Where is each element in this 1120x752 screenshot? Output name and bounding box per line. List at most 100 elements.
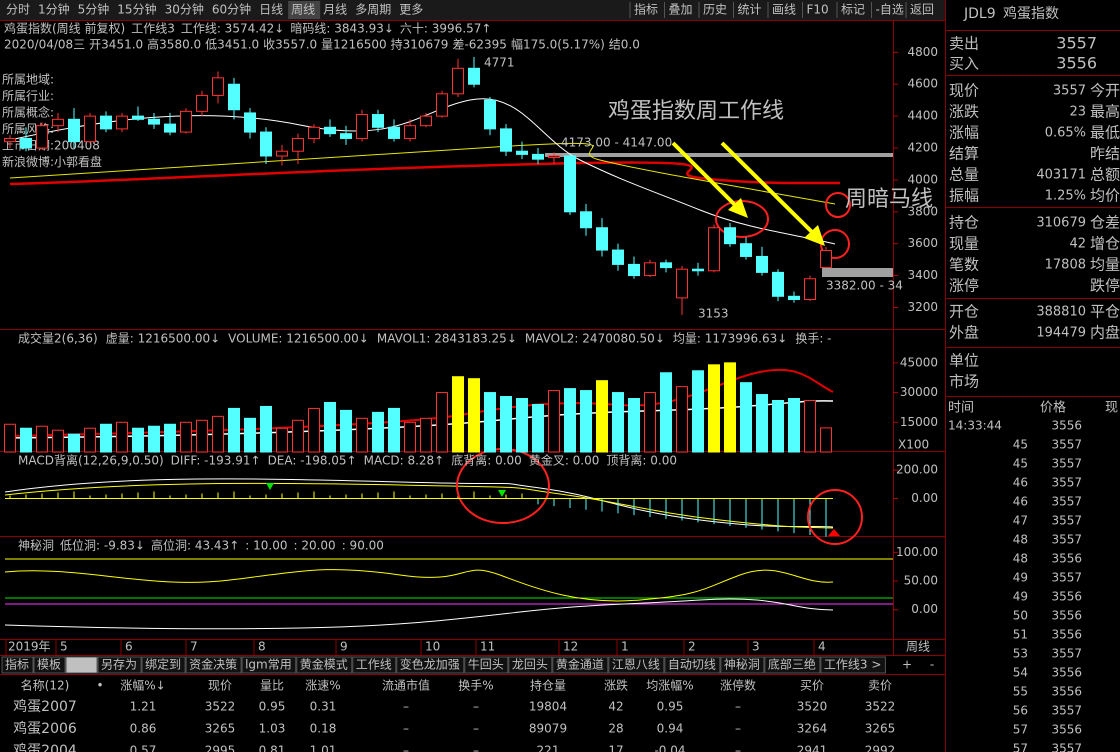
active-tab bbox=[288, 1, 321, 19]
volume-bar bbox=[84, 427, 96, 453]
quote-label: 涨停 bbox=[949, 277, 979, 295]
quote-value: 310679 bbox=[1036, 216, 1086, 231]
volume-bar bbox=[276, 427, 288, 453]
toolbar-tab[interactable]: 画线 bbox=[772, 3, 796, 17]
table-cell[interactable]: 鸡蛋2007 bbox=[13, 698, 77, 715]
bottom-tab[interactable]: 牛回头 bbox=[468, 657, 504, 672]
toolbar-tab[interactable]: F10 bbox=[807, 3, 829, 17]
candle-body bbox=[116, 115, 128, 130]
bottom-tab[interactable]: 工作线 bbox=[356, 658, 392, 672]
macd-header: MACD背离(12,26,9,0.50) bbox=[18, 453, 164, 468]
toolbar-tab[interactable]: 叠加 bbox=[669, 3, 693, 17]
tab-box bbox=[552, 656, 609, 674]
time-label: 6 bbox=[125, 640, 133, 654]
table-cell: 3264 bbox=[797, 722, 828, 736]
tab-button[interactable]: + bbox=[902, 658, 912, 672]
quote-label: 单位 bbox=[949, 352, 979, 370]
macd-header: DEA: -198.05↑ bbox=[268, 454, 357, 468]
volume-bar bbox=[820, 427, 832, 453]
toolbar-tab[interactable]: 15分钟 bbox=[117, 2, 156, 17]
toolbar-tab[interactable]: 1分钟 bbox=[38, 2, 70, 17]
volume-header: MAVOL2: 2470080.50↓ bbox=[525, 332, 665, 346]
bottom-tab[interactable]: 黄金模式 bbox=[300, 657, 348, 672]
time-label: 2019年 bbox=[8, 640, 51, 654]
toolbar-tab[interactable]: 月线 bbox=[323, 3, 347, 17]
table-cell[interactable]: 鸡蛋2006 bbox=[13, 720, 77, 737]
candle-body bbox=[532, 153, 544, 160]
volume-bar bbox=[516, 398, 528, 453]
bottom-tab[interactable]: 模板 bbox=[37, 658, 61, 672]
bottom-tab[interactable]: 黄金通道 bbox=[556, 657, 604, 672]
bottom-tab[interactable]: 指标 bbox=[5, 657, 29, 672]
bottom-tab[interactable]: 龙回头 bbox=[512, 658, 548, 672]
bottom-tab[interactable]: 绑定到 bbox=[145, 657, 181, 672]
tab-box bbox=[664, 656, 721, 674]
toolbar-tab[interactable]: 周线 bbox=[291, 3, 315, 17]
trade-time: 48 bbox=[1013, 552, 1028, 566]
volume-bar bbox=[52, 429, 64, 453]
toolbar-tab[interactable]: 分时 bbox=[6, 3, 30, 17]
bottom-tab[interactable]: 变色龙加强 bbox=[400, 657, 460, 672]
toolbar-tab[interactable]: 返回 bbox=[910, 3, 934, 17]
time-label: 12 bbox=[563, 640, 578, 654]
candle-body bbox=[644, 262, 656, 277]
candle-body bbox=[436, 93, 448, 117]
candle-body bbox=[308, 126, 320, 139]
table-cell: – bbox=[473, 722, 479, 736]
callout-arrows bbox=[671, 141, 825, 246]
table-cell: – bbox=[403, 700, 409, 714]
bottom-tab[interactable]: 江恩八线 bbox=[612, 658, 660, 672]
quote-label: 卖出 bbox=[949, 35, 979, 53]
high-label: 4771 bbox=[484, 56, 515, 70]
bottom-tab[interactable]: 神秘洞 bbox=[724, 658, 760, 672]
table-cell[interactable]: 鸡蛋2004 bbox=[13, 742, 77, 752]
toolbar-tab[interactable]: 5分钟 bbox=[78, 2, 110, 17]
trade-time: 48 bbox=[1013, 533, 1028, 547]
bottom-tab[interactable]: 自动切线 bbox=[668, 658, 716, 672]
candle-body bbox=[36, 125, 48, 149]
toolbar-tab[interactable]: 日线 bbox=[259, 3, 283, 17]
bottom-tab[interactable]: 底部三绝 bbox=[768, 657, 816, 672]
trade-price: 3557 bbox=[1051, 438, 1082, 452]
table-cell: 17 bbox=[608, 744, 623, 752]
toolbar-tab[interactable]: 多周期 bbox=[355, 3, 391, 17]
tab-box bbox=[464, 656, 509, 674]
trade-price: 3556 bbox=[1051, 552, 1082, 566]
toolbar-tab[interactable]: 标记 bbox=[841, 3, 865, 17]
volume-bar bbox=[420, 417, 432, 453]
column-header: 现价 bbox=[208, 679, 232, 693]
trade-time: 47 bbox=[1013, 514, 1028, 528]
bottom-tab[interactable]: lgm常用 bbox=[245, 658, 292, 672]
volume-bar bbox=[532, 403, 544, 453]
y-tick-label: 50.00 bbox=[904, 574, 938, 588]
candle-body bbox=[324, 126, 336, 135]
candle-body bbox=[820, 250, 832, 268]
toolbar-tab[interactable]: 指标 bbox=[634, 2, 658, 17]
bottom-tab[interactable]: 管理 bbox=[69, 657, 93, 672]
y-tick-label: 3400 bbox=[907, 268, 938, 282]
bottom-tab[interactable]: 资金决策 bbox=[189, 657, 237, 672]
toolbar-tab[interactable]: 更多 bbox=[399, 3, 423, 17]
tab-box bbox=[508, 656, 553, 674]
volume-bar bbox=[708, 364, 720, 453]
time-label: 7 bbox=[190, 640, 198, 654]
volume-bar bbox=[100, 423, 112, 453]
bottom-tab[interactable]: 另存为 bbox=[101, 658, 137, 672]
volume-bar bbox=[148, 425, 160, 453]
volume-bar bbox=[484, 392, 496, 453]
toolbar-tab[interactable]: 30分钟 bbox=[165, 2, 204, 17]
y-tick-label: 30000 bbox=[900, 385, 938, 399]
toolbar-tab[interactable]: 历史 bbox=[703, 3, 727, 17]
candle-body bbox=[404, 125, 416, 139]
bottom-tab[interactable]: 工作线3 > bbox=[824, 658, 882, 672]
toolbar-tab[interactable]: -自选 bbox=[876, 3, 904, 17]
tab-box bbox=[33, 656, 66, 674]
table-cell: – bbox=[735, 722, 741, 736]
toolbar-tab[interactable]: 60分钟 bbox=[212, 2, 251, 17]
quote-label: 最低 bbox=[1090, 124, 1120, 142]
table-cell: 2992 bbox=[865, 744, 896, 752]
tab-button[interactable]: - bbox=[930, 658, 934, 672]
toolbar-tab[interactable]: 统计 bbox=[738, 3, 762, 17]
trade-price: 3557 bbox=[1051, 514, 1082, 528]
